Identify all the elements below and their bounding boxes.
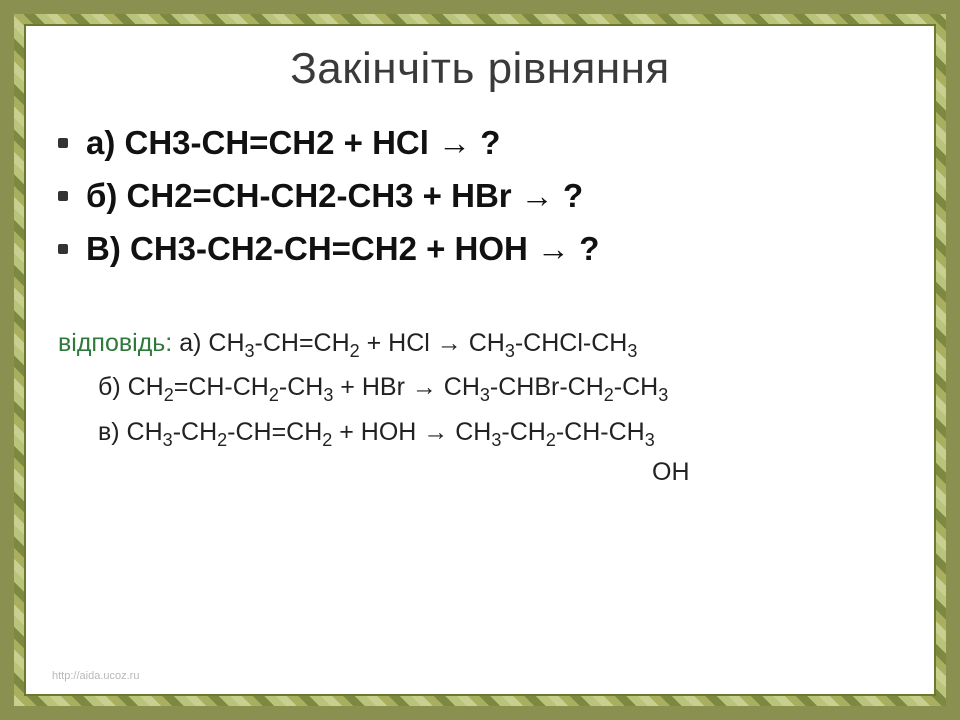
reaction-item-a: а) CH3-CH=CH2 + HCl → ? bbox=[58, 122, 908, 165]
outer-frame: Закінчіть рівняння а) CH3-CH=CH2 + HCl →… bbox=[0, 0, 960, 720]
answer-a: відповідь: а) CH3-CH=CH2 + HCl → CH3-CHC… bbox=[58, 323, 908, 366]
bullet-icon bbox=[58, 191, 68, 201]
reaction-a: а) CH3-CH=CH2 + HCl → ? bbox=[86, 122, 500, 165]
answers-block: відповідь: а) CH3-CH=CH2 + HCl → CH3-CHC… bbox=[52, 323, 908, 489]
answer-c: в) CH3-CH2-CH=CH2 + HOH → CH3-CH2-CH-CH3 bbox=[58, 412, 908, 455]
answer-c-oh: OH bbox=[58, 457, 908, 487]
answer-a-text: а) CH3-CH=CH2 + HCl → CH3-CHCl-CH3 bbox=[172, 329, 637, 357]
answer-label: відповідь: bbox=[58, 329, 172, 357]
footer-url: http://aida.ucoz.ru bbox=[52, 670, 908, 684]
answer-b: б) CH2=CH-CH2-CH3 + HBr → CH3-CHBr-CH2-C… bbox=[58, 367, 908, 410]
page-title: Закінчіть рівняння bbox=[52, 44, 908, 94]
decorative-border: Закінчіть рівняння а) CH3-CH=CH2 + HCl →… bbox=[14, 14, 946, 706]
answer-b-text: б) CH2=CH-CH2-CH3 + HBr → CH3-CHBr-CH2-C… bbox=[98, 373, 668, 401]
oh-group: OH bbox=[652, 458, 690, 486]
reaction-c: В) CH3-CH2-CH=CH2 + HOH → ? bbox=[86, 228, 599, 271]
bullet-icon bbox=[58, 138, 68, 148]
content-panel: Закінчіть рівняння а) CH3-CH=CH2 + HCl →… bbox=[24, 24, 936, 696]
reaction-list: а) CH3-CH=CH2 + HCl → ? б) CH2=CH-CH2-CH… bbox=[52, 122, 908, 281]
reaction-b: б) CH2=CH-CH2-CH3 + HBr → ? bbox=[86, 175, 583, 218]
answer-c-text: в) CH3-CH2-CH=CH2 + HOH → CH3-CH2-CH-CH3 bbox=[98, 418, 655, 446]
reaction-item-b: б) CH2=CH-CH2-CH3 + HBr → ? bbox=[58, 175, 908, 218]
bullet-icon bbox=[58, 244, 68, 254]
reaction-item-c: В) CH3-CH2-CH=CH2 + HOH → ? bbox=[58, 228, 908, 271]
